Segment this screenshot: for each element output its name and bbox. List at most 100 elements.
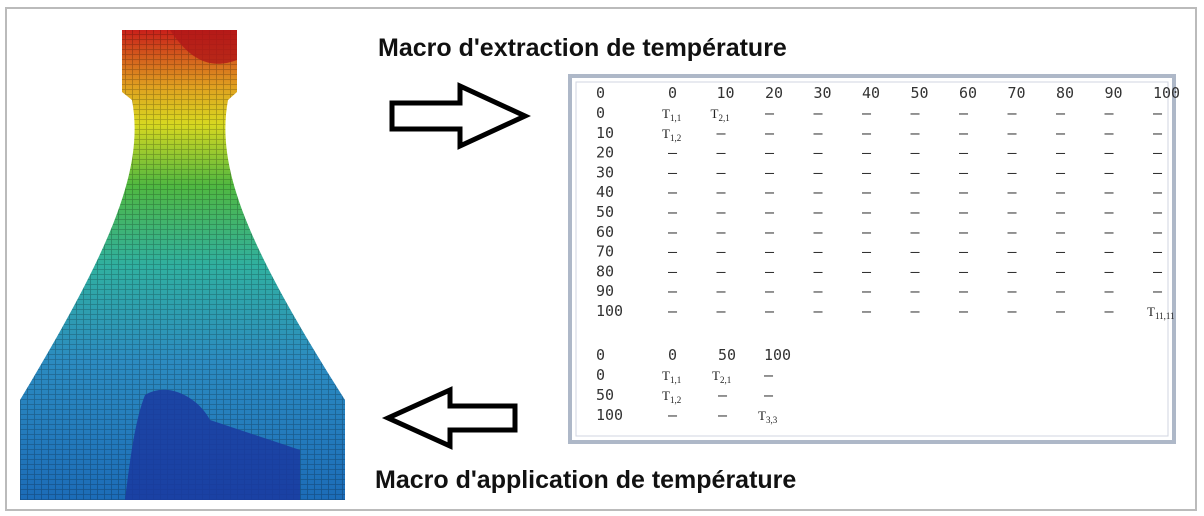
cell-index: 2,1 (718, 113, 729, 123)
table-cell: – (764, 366, 774, 384)
table-cell: – (959, 104, 969, 122)
table-cell: – (765, 144, 775, 162)
table-cell: – (1056, 183, 1066, 201)
caption-bottom: Macro d'application de température (375, 466, 796, 494)
cell-index: 1,2 (670, 395, 681, 405)
table-cell: – (959, 223, 969, 241)
table-cell: – (717, 302, 727, 320)
cell-index: 2,1 (720, 375, 731, 385)
arrow-right (392, 86, 525, 146)
table-box (570, 76, 1174, 442)
row-label: 80 (596, 262, 614, 280)
table-cell: – (1008, 124, 1018, 142)
table-cell: – (1008, 183, 1018, 201)
table-cell: – (911, 144, 921, 162)
table-cell: – (717, 124, 727, 142)
table-cell: – (718, 386, 728, 404)
header-cell: 50 (718, 346, 736, 364)
table-cell: – (814, 163, 824, 181)
table-cell: – (765, 282, 775, 300)
table-cell: – (814, 302, 824, 320)
page: Macro d'extraction de température Macro … (0, 0, 1204, 516)
table-cell: – (1056, 203, 1066, 221)
table-cell: – (1153, 124, 1163, 142)
table-cell: – (911, 243, 921, 261)
table-cell: – (1008, 223, 1018, 241)
table-cell: – (668, 243, 678, 261)
row-label: 20 (596, 144, 614, 162)
header-cell: 30 (814, 84, 832, 102)
table-cell: – (862, 104, 872, 122)
cell-symbol: T (662, 368, 670, 383)
table-cell: – (1153, 262, 1163, 280)
table-cell: – (717, 243, 727, 261)
table-cell: – (668, 163, 678, 181)
table-cell: – (911, 124, 921, 142)
table-cell: – (959, 163, 969, 181)
table-cell: – (765, 223, 775, 241)
table-cell: – (1056, 282, 1066, 300)
table-cell: – (862, 163, 872, 181)
table-cell: – (668, 144, 678, 162)
table-cell: – (862, 144, 872, 162)
table-cell: – (1008, 104, 1018, 122)
table-cell: – (765, 163, 775, 181)
row-label: 70 (596, 243, 614, 261)
header-cell: 0 (596, 346, 605, 364)
cell-index: 1,2 (670, 133, 681, 143)
table-cell: – (1008, 302, 1018, 320)
table-cell: – (1105, 124, 1115, 142)
header-cell: 100 (1153, 84, 1180, 102)
row-label: 50 (596, 203, 614, 221)
header-cell: 90 (1105, 84, 1123, 102)
table-cell: – (862, 243, 872, 261)
table-cell: – (911, 282, 921, 300)
header-cell: 0 (668, 84, 677, 102)
table-cell: – (814, 243, 824, 261)
table-cell: – (717, 163, 727, 181)
table-cell: – (814, 124, 824, 142)
table-cell: – (717, 282, 727, 300)
cell-index: 11,11 (1155, 311, 1175, 321)
table-cell: – (1153, 104, 1163, 122)
table-cell: – (668, 262, 678, 280)
header-cell: 40 (862, 84, 880, 102)
table-cell: – (1008, 243, 1018, 261)
table-cell: – (718, 406, 728, 424)
table-cell: – (1105, 262, 1115, 280)
table-cell: – (1056, 302, 1066, 320)
row-label: 50 (596, 386, 614, 404)
header-cell: 60 (959, 84, 977, 102)
table-cell: – (959, 243, 969, 261)
row-label: 0 (596, 104, 605, 122)
table-cell: – (1153, 203, 1163, 221)
table-cell: – (911, 104, 921, 122)
table-cell: – (959, 144, 969, 162)
table-cell: – (765, 203, 775, 221)
row-label: 100 (596, 302, 623, 320)
table-cell: – (668, 406, 678, 424)
table-cell: – (1105, 223, 1115, 241)
table-cell: – (1056, 262, 1066, 280)
row-label: 40 (596, 183, 614, 201)
cell-index: 1,1 (670, 113, 681, 123)
table-cell: – (814, 203, 824, 221)
table-cell: – (814, 262, 824, 280)
table-cell: – (959, 124, 969, 142)
row-label: 60 (596, 223, 614, 241)
table-cell: – (1153, 144, 1163, 162)
table-cell: – (1105, 163, 1115, 181)
table-cell: – (765, 243, 775, 261)
table-cell: – (1056, 104, 1066, 122)
table-cell: – (911, 262, 921, 280)
table-cell: – (765, 183, 775, 201)
table-cell: – (1008, 163, 1018, 181)
header-cell: 20 (765, 84, 783, 102)
table-cell: – (1105, 144, 1115, 162)
table-cell: – (1056, 124, 1066, 142)
table-cell: – (1153, 243, 1163, 261)
table-cell: – (1056, 243, 1066, 261)
table-cell: – (911, 302, 921, 320)
table-cell: – (1056, 163, 1066, 181)
fem-model (20, 30, 345, 500)
